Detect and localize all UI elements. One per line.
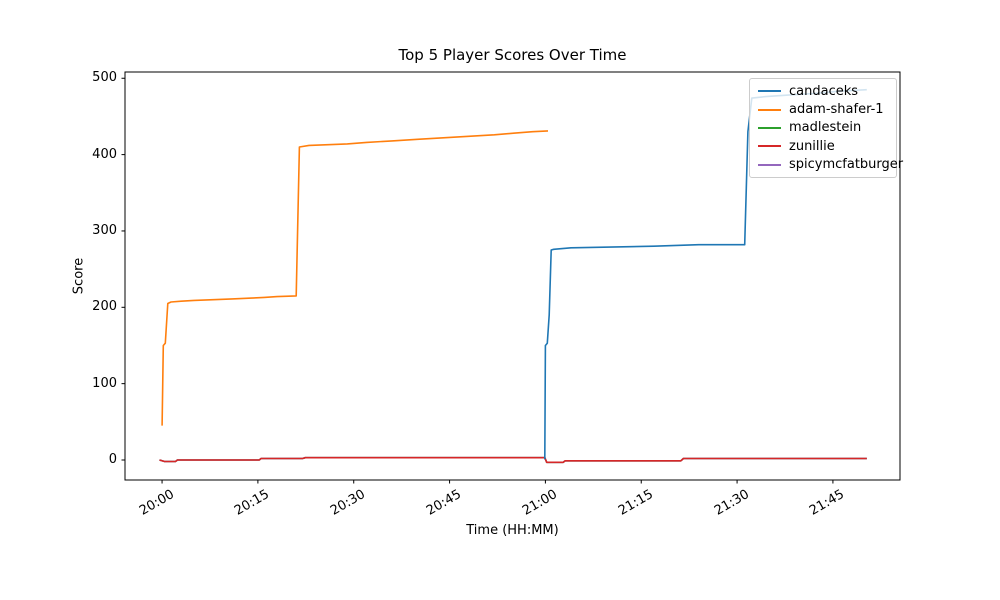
chart-title: Top 5 Player Scores Over Time xyxy=(398,46,627,64)
y-tick-label: 0 xyxy=(108,451,117,467)
legend-item-adam-shafer-1: adam-shafer-1 xyxy=(750,102,896,117)
y-tick-label: 500 xyxy=(92,70,117,86)
legend-item-zunillie: zunillie xyxy=(750,139,896,154)
y-tick-label: 400 xyxy=(92,146,117,162)
legend-label-candaceks: candaceks xyxy=(789,83,859,99)
y-tick-label: 100 xyxy=(92,375,117,391)
legend-line-sample-zunillie xyxy=(758,145,781,148)
series-line-adam-shafer-1 xyxy=(161,130,549,426)
series-line-zunillie xyxy=(159,456,867,464)
legend-line-sample-madlestein xyxy=(758,126,781,129)
legend-item-candaceks: candaceks xyxy=(750,84,896,99)
y-tick-label: 200 xyxy=(92,299,117,315)
legend-label-adam-shafer-1: adam-shafer-1 xyxy=(789,102,884,118)
legend: candaceks adam-shafer-1 madlestein zunil… xyxy=(749,78,903,178)
y-axis-label: Score xyxy=(71,257,87,295)
legend-line-sample-adam-shafer-1 xyxy=(758,108,781,111)
x-axis-label: Time (HH:MM) xyxy=(466,523,559,538)
legend-label-spicymcfatburger: spicymcfatburger xyxy=(789,157,904,173)
legend-item-madlestein: madlestein xyxy=(750,120,896,135)
legend-label-madlestein: madlestein xyxy=(789,120,862,136)
legend-label-zunillie: zunillie xyxy=(789,138,835,154)
legend-item-spicymcfatburger: spicymcfatburger xyxy=(750,157,903,172)
plot-frame xyxy=(124,71,901,481)
legend-line-sample-spicymcfatburger xyxy=(758,163,781,166)
y-tick-label: 300 xyxy=(92,222,117,238)
legend-line-sample-candaceks xyxy=(758,90,781,93)
